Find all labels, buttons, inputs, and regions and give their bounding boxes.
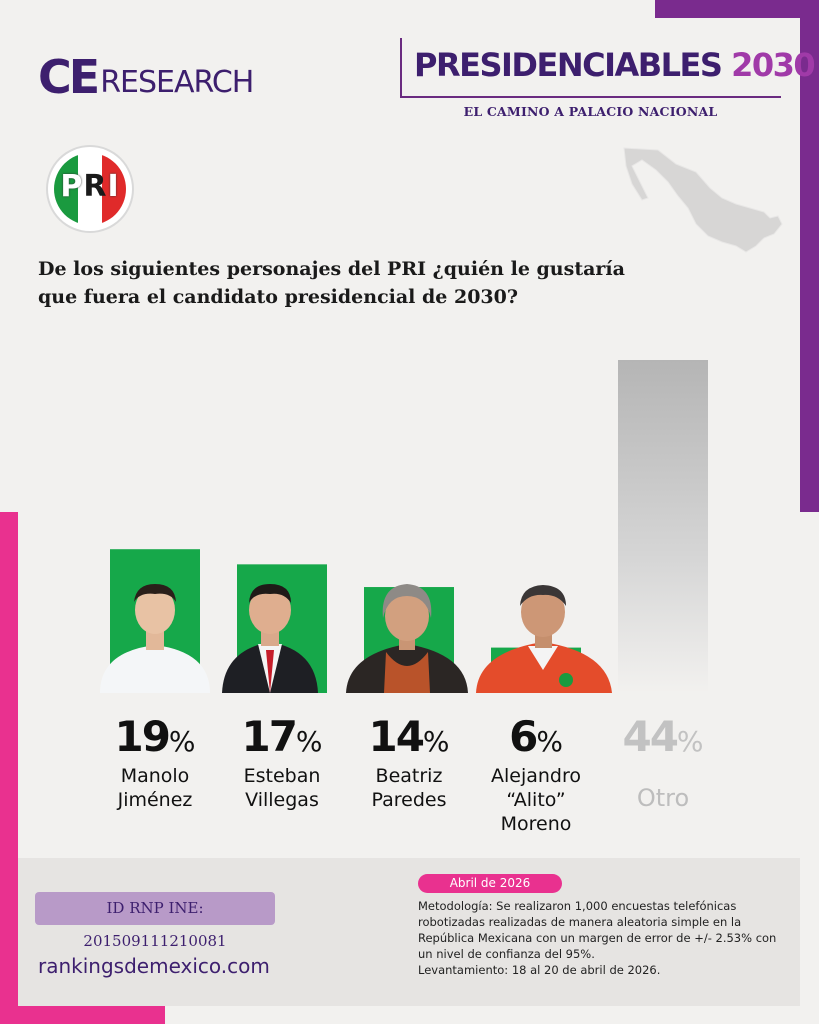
pct-manolo-jimenez: 19% (90, 712, 220, 761)
methodology-body: Metodología: Se realizaron 1,000 encuest… (418, 899, 777, 961)
bottom-pink-bar (0, 1006, 165, 1024)
footer-panel (18, 858, 800, 1006)
name-line: Jiménez (117, 789, 193, 811)
pct-esteban-villegas: 17% (217, 712, 347, 761)
logo-research: RESEARCH (100, 65, 254, 100)
bar-chart (100, 360, 708, 693)
name-beatriz-paredes: Beatriz Paredes (344, 764, 474, 812)
pct-value: 44 (622, 712, 678, 761)
pct-sign: % (295, 725, 323, 758)
pct-value: 6 (509, 712, 538, 761)
survey-question: De los siguientes personajes del PRI ¿qu… (38, 258, 625, 308)
date-badge: Abril de 2026 (418, 874, 562, 893)
website-link[interactable]: rankingsdemexico.com (38, 954, 270, 978)
fieldwork-dates: Levantamiento: 18 al 20 de abril de 2026… (418, 963, 661, 977)
rnp-id-badge: ID RNP INE: 201509111210081 (35, 892, 275, 950)
pct-value: 14 (368, 712, 424, 761)
pct-beatriz-paredes: 14% (344, 712, 474, 761)
logo-ce: CE (38, 50, 100, 104)
methodology-text: Metodología: Se realizaron 1,000 encuest… (418, 898, 778, 978)
pct-sign: % (536, 725, 563, 758)
portrait-alejandro-moreno (476, 585, 612, 693)
pct-sign: % (676, 725, 704, 758)
pri-letter-p: P (60, 169, 84, 204)
name-line: Esteban (243, 765, 321, 787)
page-title: PRESIDENCIABLES 2030 (414, 46, 816, 84)
title-text: PRESIDENCIABLES (414, 46, 723, 84)
pri-letters: PRI (48, 169, 132, 204)
portrait-manolo-jimenez (100, 584, 210, 693)
name-manolo-jimenez: Manolo Jiménez (90, 764, 220, 812)
right-purple-bar (800, 0, 819, 512)
portrait-beatriz-paredes (346, 584, 468, 693)
pct-sign: % (422, 725, 450, 758)
name-esteban-villegas: Esteban Villegas (217, 764, 347, 812)
pct-sign: % (168, 725, 196, 758)
pct-alejandro-moreno: 6% (471, 712, 601, 761)
name-line: Manolo (120, 765, 190, 787)
name-line: Moreno (500, 813, 572, 835)
header-frame (400, 38, 781, 98)
name-line: Villegas (245, 789, 319, 811)
left-pink-bar (0, 512, 18, 1024)
pct-value: 17 (241, 712, 297, 761)
name-alejandro-moreno: Alejandro “Alito” Moreno (471, 764, 601, 836)
pri-letter-i: I (107, 169, 120, 204)
pct-otro: 44% (598, 712, 728, 761)
name-line: Alejandro (490, 765, 581, 787)
portrait-esteban-villegas (222, 584, 318, 693)
mexico-map-icon (623, 147, 783, 253)
page-subtitle: EL CAMINO A PALACIO NACIONAL (463, 104, 718, 119)
name-line: Otro (636, 784, 690, 812)
pct-value: 19 (114, 712, 170, 761)
name-line: Paredes (371, 789, 447, 811)
title-year: 2030 (731, 46, 816, 84)
pri-letter-r: R (83, 169, 108, 204)
name-line: “Alito” (506, 789, 566, 811)
name-line: Beatriz (375, 765, 443, 787)
ce-research-logo: CE RESEARCH (38, 50, 254, 104)
pri-party-logo: PRI (48, 147, 132, 231)
top-purple-bar (655, 0, 819, 18)
bar-otro (618, 360, 708, 693)
name-otro: Otro (598, 786, 728, 810)
